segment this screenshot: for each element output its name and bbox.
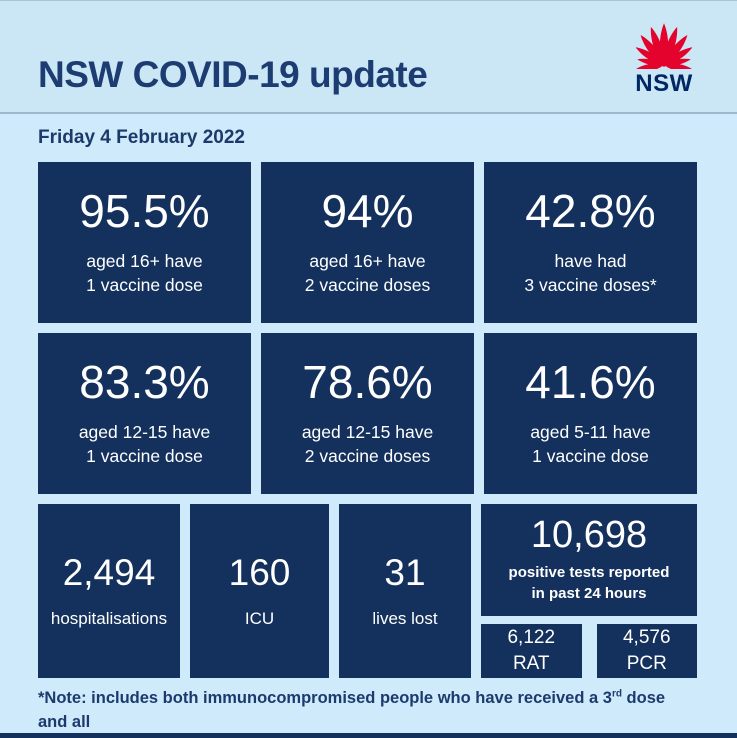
stat-label: aged 12-15 have 2 vaccine doses: [302, 420, 433, 469]
stat-label-line2: in past 24 hours: [531, 584, 647, 602]
stat-value: 95.5%: [79, 184, 210, 237]
page-title: NSW COVID-19 update: [38, 54, 428, 95]
stat-label-line2: 1 vaccine dose: [532, 446, 649, 466]
footnote-line1: *Note: includes both immunocompromised p…: [38, 689, 612, 707]
stat-value: 4,576: [622, 627, 671, 649]
footnote-line1-end: dose and all: [38, 689, 666, 731]
stat-value: 160: [228, 551, 291, 593]
header: NSW COVID-19 update: [0, 1, 737, 114]
stat-tile-hospitalisations: 2,494 hospitalisations: [38, 504, 180, 678]
stat-label-line1: have had: [554, 250, 627, 271]
stat-value: 42.8%: [525, 184, 656, 237]
stat-label-line1: aged 16+ have: [309, 250, 426, 271]
stat-label: positive tests reported in past 24 hours: [509, 563, 670, 604]
stat-value: 10,698: [530, 514, 648, 557]
tests-breakdown: 6,122 RAT 4,576 PCR: [481, 624, 697, 678]
stat-label: aged 5-11 have 1 vaccine dose: [530, 420, 650, 469]
stat-label: hospitalisations: [50, 608, 168, 628]
stat-label: RAT: [512, 653, 550, 674]
stat-label: ICU: [244, 608, 275, 628]
stats-row-3: 2,494 hospitalisations 160 ICU 31 lives …: [38, 504, 697, 678]
stat-label-line1: aged 12-15 have: [78, 421, 211, 442]
stat-label-line1: positive tests reported: [508, 564, 670, 582]
stats-row-2: 83.3% aged 12-15 have 1 vaccine dose 78.…: [38, 333, 697, 494]
stat-label-line1: aged 16+ have: [86, 250, 203, 271]
stat-value: 94%: [321, 184, 414, 237]
stat-label-line2: 1 vaccine dose: [86, 275, 203, 295]
nsw-government-logo: NSW: [627, 13, 701, 96]
stat-value: 2,494: [62, 551, 156, 593]
stat-label: aged 12-15 have 1 vaccine dose: [79, 420, 210, 469]
stat-value: 31: [384, 551, 426, 593]
stat-label-line2: 1 vaccine dose: [86, 446, 203, 466]
stats-row-1: 95.5% aged 16+ have 1 vaccine dose 94% a…: [38, 162, 697, 323]
stat-tile-12-15-dose1: 83.3% aged 12-15 have 1 vaccine dose: [38, 333, 251, 494]
stat-label-line2: 3 vaccine doses*: [524, 275, 657, 295]
stat-label: lives lost: [372, 608, 438, 628]
stat-label: PCR: [626, 653, 667, 674]
footnote-superscript: rd: [611, 688, 622, 700]
stat-label: have had 3 vaccine doses*: [524, 249, 656, 298]
stat-tile-12-15-dose2: 78.6% aged 12-15 have 2 vaccine doses: [261, 333, 474, 494]
stat-tile-dose3: 42.8% have had 3 vaccine doses*: [484, 162, 697, 323]
stat-tile-lives-lost: 31 lives lost: [339, 504, 471, 678]
stat-value: 41.6%: [525, 355, 656, 408]
stat-tile-16plus-dose1: 95.5% aged 16+ have 1 vaccine dose: [38, 162, 251, 323]
bottom-accent-bar: [0, 733, 737, 738]
stat-tile-positive-tests: 10,698 positive tests reported in past 2…: [481, 504, 697, 616]
stat-label-line1: aged 12-15 have: [301, 421, 434, 442]
stat-tile-pcr: 4,576 PCR: [596, 624, 697, 678]
content: Friday 4 February 2022 95.5% aged 16+ ha…: [0, 114, 737, 738]
footnote: *Note: includes both immunocompromised p…: [38, 687, 697, 738]
stat-tile-16plus-dose2: 94% aged 16+ have 2 vaccine doses: [261, 162, 474, 323]
stat-label: aged 16+ have 2 vaccine doses: [305, 249, 431, 298]
stat-label-line2: 2 vaccine doses: [304, 275, 431, 295]
tests-column: 10,698 positive tests reported in past 2…: [481, 504, 697, 678]
stat-value: 83.3%: [79, 355, 210, 408]
stat-tile-5-11-dose1: 41.6% aged 5-11 have 1 vaccine dose: [484, 333, 697, 494]
stat-value: 6,122: [507, 627, 556, 649]
nsw-waratah-icon: [628, 23, 700, 73]
nsw-logo-text: NSW: [635, 70, 693, 97]
stat-label-line2: 2 vaccine doses: [304, 446, 431, 466]
date-label: Friday 4 February 2022: [38, 127, 245, 148]
stat-tile-rat: 6,122 RAT: [481, 624, 582, 678]
stat-tile-icu: 160 ICU: [190, 504, 329, 678]
stat-label: aged 16+ have 1 vaccine dose: [86, 249, 203, 298]
stat-label-line1: aged 5-11 have: [530, 421, 651, 442]
stat-value: 78.6%: [302, 355, 433, 408]
